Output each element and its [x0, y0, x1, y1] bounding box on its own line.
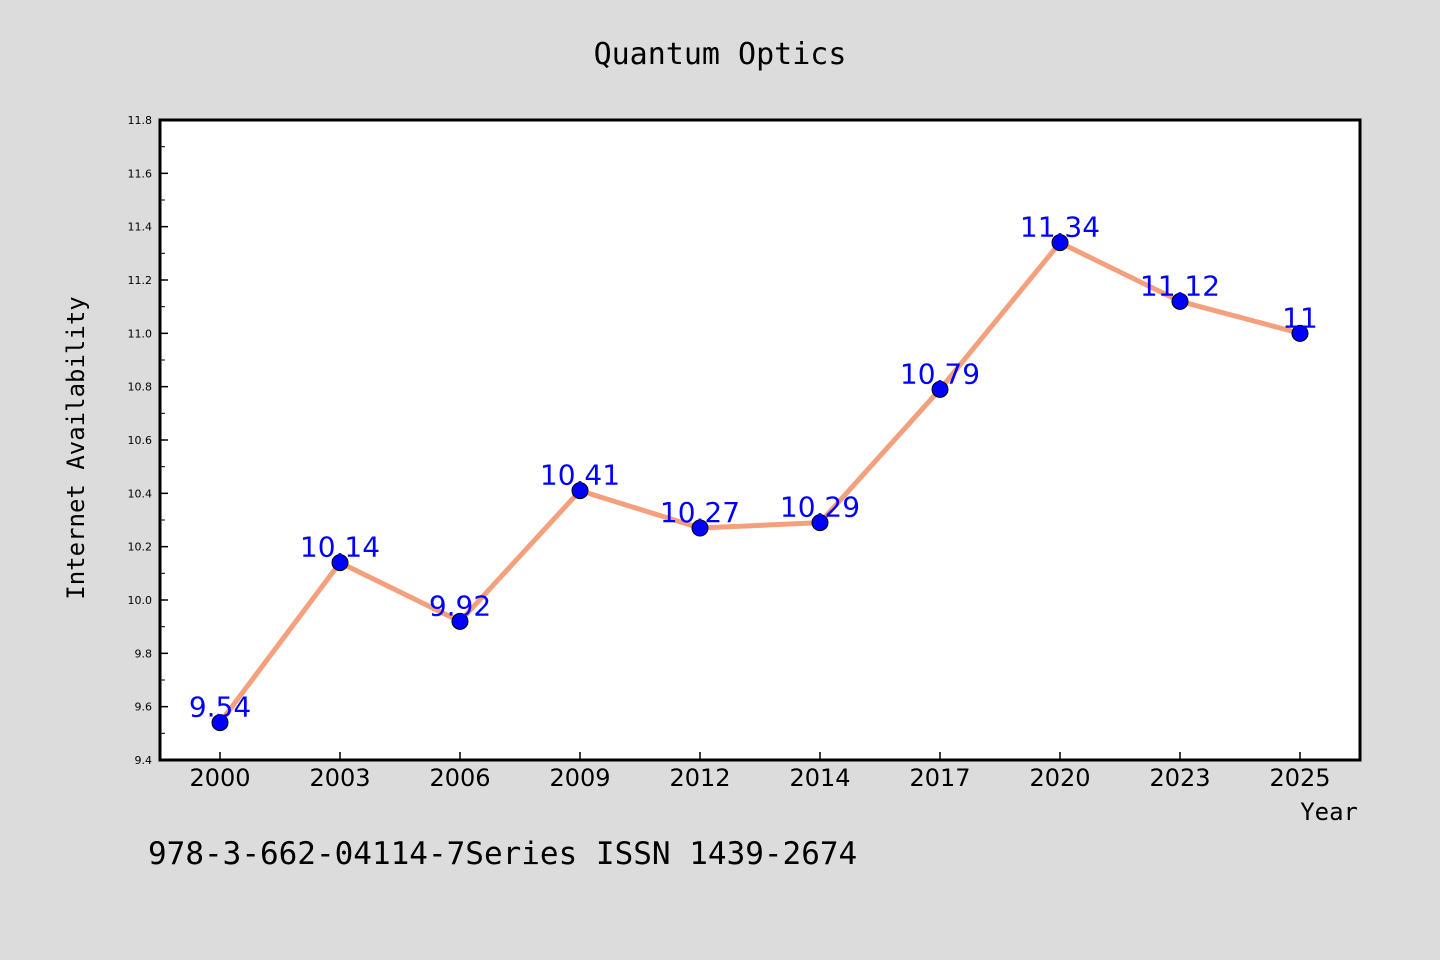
x-tick-label: 2014	[789, 764, 850, 792]
y-tick-label: 11.6	[128, 167, 153, 180]
y-tick-label: 10.4	[128, 487, 153, 500]
x-tick-label: 2020	[1029, 764, 1090, 792]
data-point	[451, 612, 469, 630]
y-tick-label: 11.8	[128, 114, 153, 127]
x-tick-label: 2017	[909, 764, 970, 792]
y-axis-label: Internet Availability	[62, 296, 90, 599]
x-tick-label: 2023	[1149, 764, 1210, 792]
y-tick-label: 9.4	[135, 754, 153, 767]
footer-text: 978-3-662-04114-7Series ISSN 1439-2674	[148, 836, 857, 872]
y-tick-label: 11.4	[128, 221, 153, 234]
plot-frame	[158, 118, 1362, 762]
series-line	[217, 240, 1303, 726]
y-tick-label: 10.2	[128, 541, 153, 554]
y-tick-label: 10.0	[128, 594, 153, 607]
x-tick-label: 2006	[429, 764, 490, 792]
data-point	[571, 482, 589, 500]
y-tick-label: 11.2	[128, 274, 153, 287]
data-label: 11	[1282, 301, 1318, 334]
y-tick-label: 10.6	[128, 434, 153, 447]
data-label: 11.12	[1140, 269, 1220, 302]
data-label: 10.14	[300, 531, 380, 564]
x-tick-label: 2009	[549, 764, 610, 792]
x-axis-ticks: 2000 2003 2006 2009 2012 2014 2017 2020 2023 2025	[189, 752, 1331, 792]
y-tick-label: 10.8	[128, 381, 153, 394]
x-tick-label: 2003	[309, 764, 370, 792]
data-point	[331, 554, 349, 572]
data-label: 10.41	[540, 459, 620, 492]
x-axis-label: Year	[1300, 798, 1358, 826]
data-point	[691, 519, 709, 537]
series-markers	[211, 234, 1309, 732]
y-tick-label: 9.6	[135, 701, 153, 714]
data-point	[1051, 234, 1069, 252]
data-label: 9.92	[429, 589, 491, 622]
data-point	[211, 714, 229, 732]
data-point	[811, 514, 829, 532]
chart-title: Quantum Optics	[594, 37, 847, 72]
x-tick-label: 2000	[189, 764, 250, 792]
y-tick-label: 9.8	[135, 647, 153, 660]
data-point	[1291, 324, 1309, 342]
data-label: 9.54	[189, 691, 251, 724]
data-point	[1171, 292, 1189, 310]
data-label: 10.27	[660, 496, 740, 529]
plot-area	[160, 120, 1360, 760]
data-label: 10.29	[780, 491, 860, 524]
x-tick-label: 2025	[1269, 764, 1330, 792]
data-labels: 9.54 10.14 9.92 10.41 10.27 10.29 10.79 11.34 11…	[189, 211, 1318, 724]
data-point	[931, 380, 949, 398]
x-tick-label: 2012	[669, 764, 730, 792]
data-label: 11.34	[1020, 211, 1100, 244]
y-tick-label: 11.0	[128, 327, 153, 340]
data-label: 10.79	[900, 357, 980, 390]
y-axis-ticks: 9.4 9.6 9.8 10.0 10.2 10.4 10.6 10.8 11.0 11.2 11.…	[128, 114, 168, 767]
